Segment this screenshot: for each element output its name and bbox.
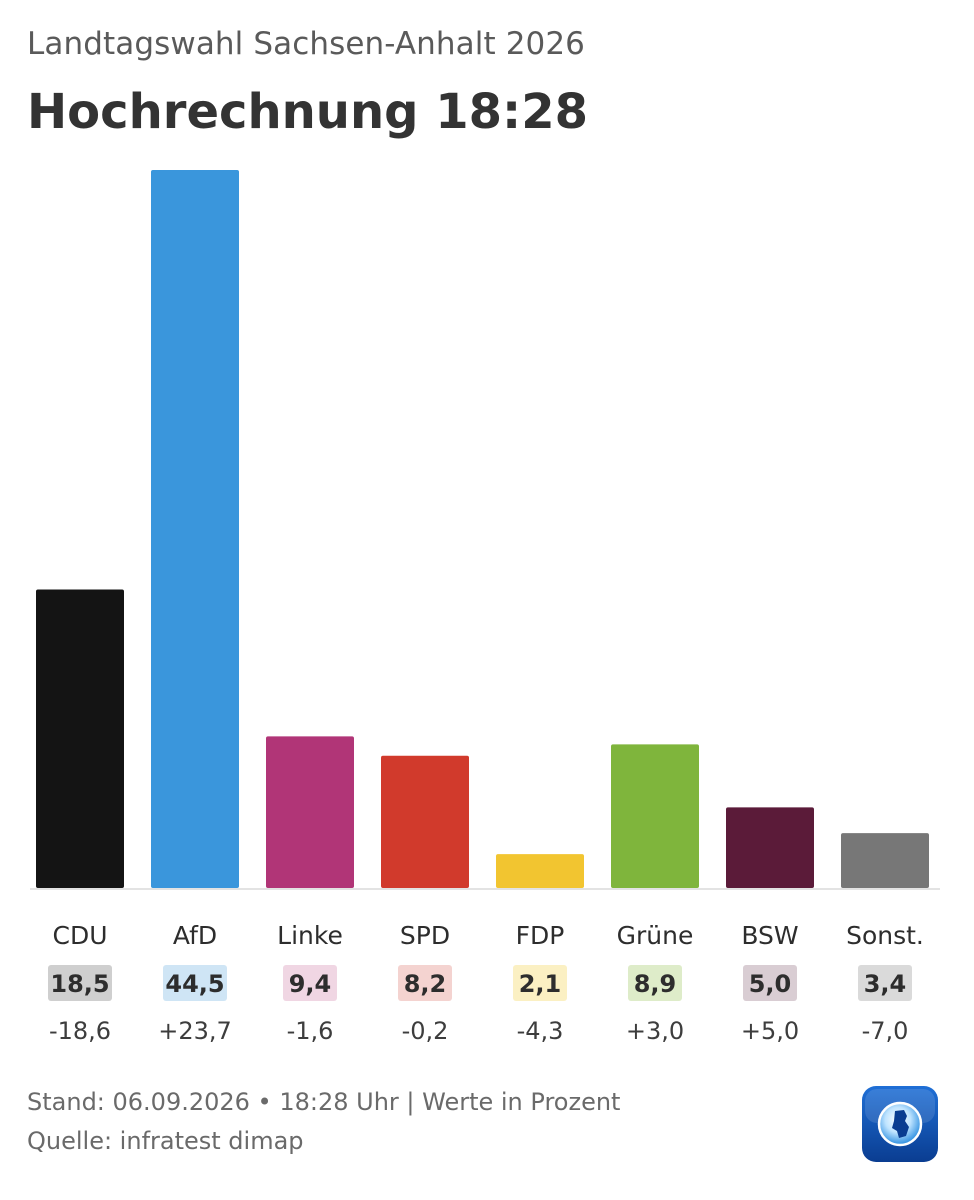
value-label: 8,2 bbox=[404, 970, 447, 998]
party-label: Grüne bbox=[617, 921, 694, 950]
value-badge bbox=[283, 965, 337, 1001]
value-badge bbox=[163, 965, 227, 1001]
value-badge bbox=[48, 965, 112, 1001]
party-label: Linke bbox=[277, 921, 343, 950]
value-label: 18,5 bbox=[50, 970, 109, 998]
party-label: CDU bbox=[52, 921, 107, 950]
value-badge bbox=[513, 965, 567, 1001]
bar-cdu[interactable] bbox=[36, 589, 124, 888]
change-label: -7,0 bbox=[862, 1017, 909, 1045]
change-label: +23,7 bbox=[158, 1017, 232, 1045]
bar-spd[interactable] bbox=[381, 755, 469, 888]
change-label: -4,3 bbox=[517, 1017, 564, 1045]
chart-subtitle: Landtagswahl Sachsen-Anhalt 2026 bbox=[27, 26, 585, 62]
change-label: -0,2 bbox=[402, 1017, 449, 1045]
bar-chart: CDU 18,5 -18,6 AfD 44,5 +23,7 Linke 9,4 -1,6 SPD 8… bbox=[30, 170, 940, 1045]
value-badge bbox=[628, 965, 682, 1001]
tagesschau-logo-icon[interactable] bbox=[861, 1085, 939, 1163]
source-text: Quelle: infratest dimap bbox=[27, 1127, 304, 1155]
value-label: 44,5 bbox=[165, 970, 224, 998]
change-label: +5,0 bbox=[741, 1017, 799, 1045]
bar-sonst[interactable] bbox=[841, 833, 929, 888]
bar-linke[interactable] bbox=[266, 736, 354, 888]
value-label: 5,0 bbox=[749, 970, 792, 998]
stand-text: Stand: 06.09.2026 • 18:28 Uhr | Werte in… bbox=[27, 1088, 621, 1116]
change-label: +3,0 bbox=[626, 1017, 684, 1045]
chart-footer: Stand: 06.09.2026 • 18:28 Uhr | Werte in… bbox=[27, 1083, 620, 1161]
value-badge bbox=[743, 965, 797, 1001]
chart-title: Hochrechnung 18:28 bbox=[27, 84, 588, 140]
party-label: BSW bbox=[741, 921, 798, 950]
value-label: 8,9 bbox=[634, 970, 677, 998]
value-badge bbox=[398, 965, 452, 1001]
value-label: 3,4 bbox=[864, 970, 907, 998]
bar-bsw[interactable] bbox=[726, 807, 814, 888]
value-label: 2,1 bbox=[519, 970, 562, 998]
party-label: Sonst. bbox=[846, 921, 924, 950]
change-label: -18,6 bbox=[49, 1017, 111, 1045]
change-label: -1,6 bbox=[287, 1017, 334, 1045]
bar-grne[interactable] bbox=[611, 744, 699, 888]
bar-afd[interactable] bbox=[151, 170, 239, 888]
party-label: SPD bbox=[400, 921, 450, 950]
value-badge bbox=[858, 965, 912, 1001]
value-label: 9,4 bbox=[289, 970, 332, 998]
party-label: FDP bbox=[516, 921, 565, 950]
bar-fdp[interactable] bbox=[496, 854, 584, 888]
party-label: AfD bbox=[173, 921, 217, 950]
